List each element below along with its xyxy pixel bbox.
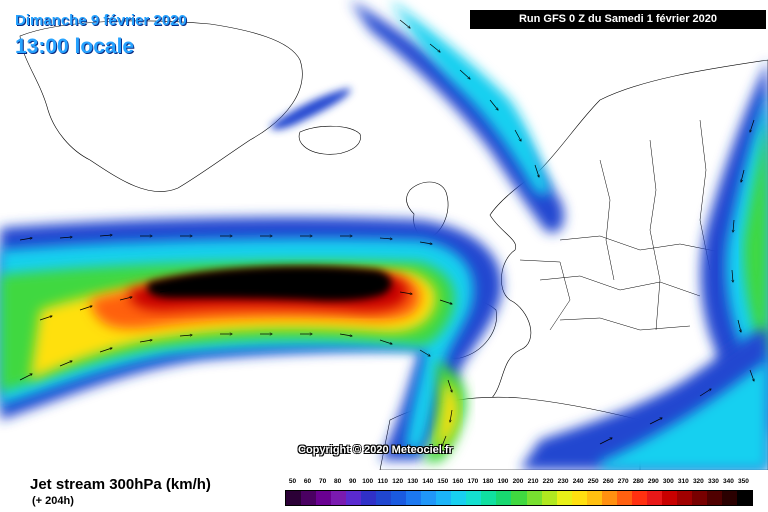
- arrow-southeast: [599, 389, 711, 445]
- legend-swatch: [466, 491, 482, 505]
- legend-swatch: [301, 491, 317, 505]
- legend-swatch: [391, 491, 407, 505]
- legend-swatch: [406, 491, 422, 505]
- footer-bar: Jet stream 300hPa (km/h) (+ 204h) 50 60 70…: [0, 470, 768, 512]
- legend-swatch: [571, 491, 587, 505]
- legend-tick-label: 250: [587, 478, 599, 485]
- legend-tick-label: 170: [467, 478, 479, 485]
- color-scale-legend: [285, 490, 753, 506]
- legend-tick-label: 260: [602, 478, 614, 485]
- legend-swatch: [376, 491, 392, 505]
- legend-tick-label: 50: [288, 478, 297, 485]
- legend-tick-label: 210: [527, 478, 539, 485]
- legend-tick-label: 180: [482, 478, 494, 485]
- legend-tick-label: 270: [617, 478, 629, 485]
- legend-tick-label: 90: [349, 478, 357, 485]
- legend-tick-label: 200: [512, 478, 524, 485]
- legend-swatch: [481, 491, 497, 505]
- legend-tick-label: 120: [392, 478, 404, 485]
- legend-tick-label: 230: [557, 478, 569, 485]
- legend-swatch: [421, 491, 437, 505]
- legend-tick-label: 350: [738, 478, 749, 485]
- copyright-label: Copyright © 2020 Meteociel.fr: [298, 444, 453, 456]
- legend-tick-labels: 50 60 70 80 90 100 110 120 130 140 150 160 170 180 190…: [283, 478, 753, 489]
- legend-tick-label: 60: [303, 478, 312, 485]
- legend-tick-label: 240: [572, 478, 584, 485]
- legend-swatch: [526, 491, 542, 505]
- legend-tick-label: 80: [333, 478, 342, 485]
- lead-time-label: (+ 204h): [32, 495, 74, 507]
- legend-swatch: [616, 491, 632, 505]
- greenland-landmass: [19, 20, 303, 192]
- product-title: Jet stream 300hPa (km/h): [30, 476, 211, 493]
- legend-swatch: [556, 491, 572, 505]
- legend-swatch: [361, 491, 377, 505]
- model-run-label: Run GFS 0 Z du Samedi 1 février 2020: [470, 10, 766, 29]
- legend-swatch: [601, 491, 617, 505]
- legend-swatch: [511, 491, 527, 505]
- legend-tick-label: 320: [692, 478, 704, 485]
- legend-tick-label: 70: [318, 478, 327, 485]
- legend-swatch: [631, 491, 647, 505]
- arrow-north-jet: [399, 19, 539, 177]
- arrow-row-south: [19, 334, 430, 381]
- jet-stream-field: [0, 0, 768, 470]
- legend-tick-label: 190: [497, 478, 509, 485]
- legend-swatch: [316, 491, 332, 505]
- legend-tick-label: 300: [662, 478, 674, 485]
- legend-swatch: [736, 491, 752, 505]
- legend-swatch: [706, 491, 722, 505]
- legend-swatch: [646, 491, 662, 505]
- legend-swatch: [331, 491, 347, 505]
- legend-swatch: [541, 491, 557, 505]
- legend-tick-label: 110: [377, 478, 388, 485]
- wind-arrows: [19, 19, 754, 446]
- legend-tick-label: 310: [677, 478, 689, 485]
- legend-tick-label: 330: [707, 478, 719, 485]
- forecast-time-title: 13:00 locale: [15, 35, 135, 58]
- arrow-row-main: [19, 235, 432, 244]
- legend-tick-label: 140: [422, 478, 434, 485]
- legend-tick-label: 280: [632, 478, 644, 485]
- legend-swatch: [721, 491, 737, 505]
- iceland: [298, 125, 361, 155]
- legend-tick-label: 340: [723, 478, 734, 485]
- legend-swatch: [661, 491, 677, 505]
- arrow-branch-africa: [442, 379, 452, 446]
- legend-swatch: [436, 491, 452, 505]
- arrow-east-jet: [732, 119, 754, 381]
- legend-swatch: [691, 491, 707, 505]
- legend-swatch: [676, 491, 692, 505]
- map-canvas: [0, 0, 768, 470]
- legend-tick-label: 100: [362, 478, 374, 485]
- forecast-date-title: Dimanche 9 février 2020: [15, 12, 187, 29]
- legend-swatch: [451, 491, 467, 505]
- map-svg: [0, 0, 768, 470]
- legend-tick-label: 160: [452, 478, 464, 485]
- arrow-row-core: [39, 286, 452, 321]
- legend-swatch: [496, 491, 512, 505]
- legend-swatch: [286, 491, 302, 505]
- legend-tick-label: 130: [407, 478, 419, 485]
- legend-swatch: [346, 491, 362, 505]
- legend-swatch: [586, 491, 602, 505]
- legend-tick-label: 220: [542, 478, 554, 485]
- legend-tick-label: 150: [437, 478, 449, 485]
- legend-tick-label: 290: [647, 478, 659, 485]
